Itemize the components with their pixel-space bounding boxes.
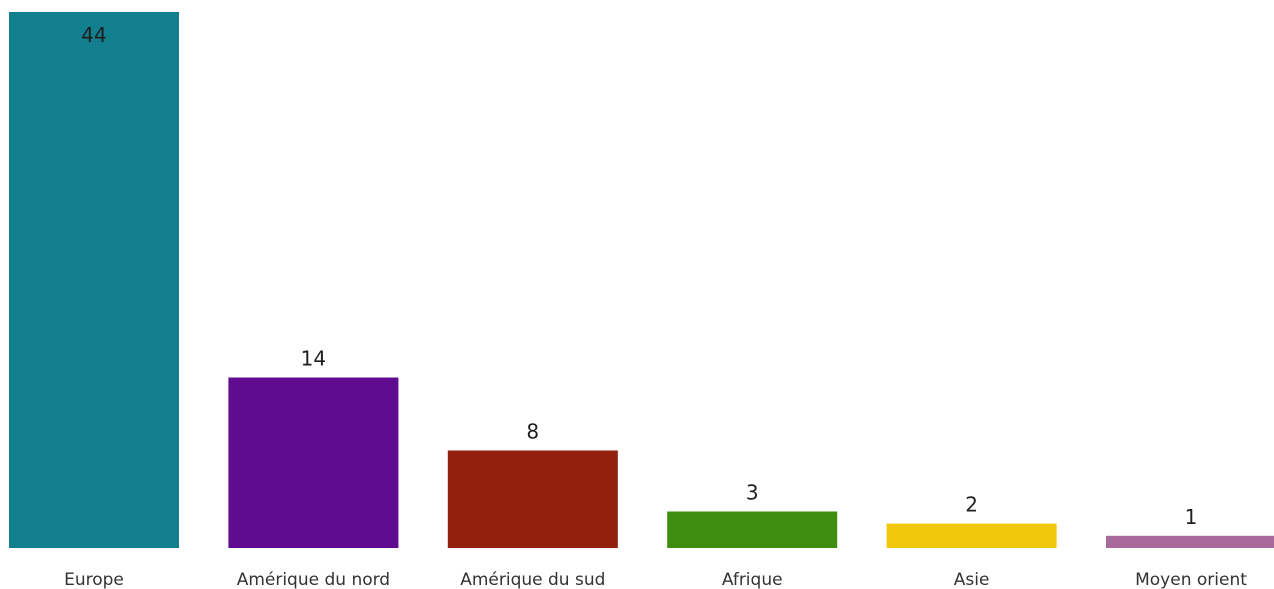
value-label-europe: 44 — [81, 23, 106, 47]
value-label-amerique-du-nord: 14 — [301, 347, 326, 371]
value-label-afrique: 3 — [746, 481, 759, 505]
category-label-europe: Europe — [64, 570, 124, 589]
category-label-asie: Asie — [954, 570, 990, 589]
bars-group — [9, 12, 1274, 548]
bar-moyen-orient — [1106, 535, 1274, 548]
value-labels-group: 44 14 8 3 2 1 — [81, 23, 1197, 529]
category-label-moyen-orient: Moyen orient — [1135, 570, 1247, 589]
category-labels-group: Europe Amérique du nord Amérique du sud Afr… — [64, 570, 1247, 589]
bar-amerique-du-sud — [447, 450, 618, 548]
category-label-amerique-du-sud: Amérique du sud — [460, 570, 605, 589]
category-label-amerique-du-nord: Amérique du nord — [237, 570, 390, 589]
value-label-amerique-du-sud: 8 — [526, 420, 539, 444]
value-label-moyen-orient: 1 — [1185, 505, 1198, 529]
bar-amerique-du-nord — [228, 377, 399, 548]
bar-afrique — [667, 511, 838, 548]
category-label-afrique: Afrique — [722, 570, 783, 589]
bar-europe — [9, 12, 179, 548]
bar-asie — [886, 523, 1057, 548]
value-label-asie: 2 — [965, 493, 978, 517]
